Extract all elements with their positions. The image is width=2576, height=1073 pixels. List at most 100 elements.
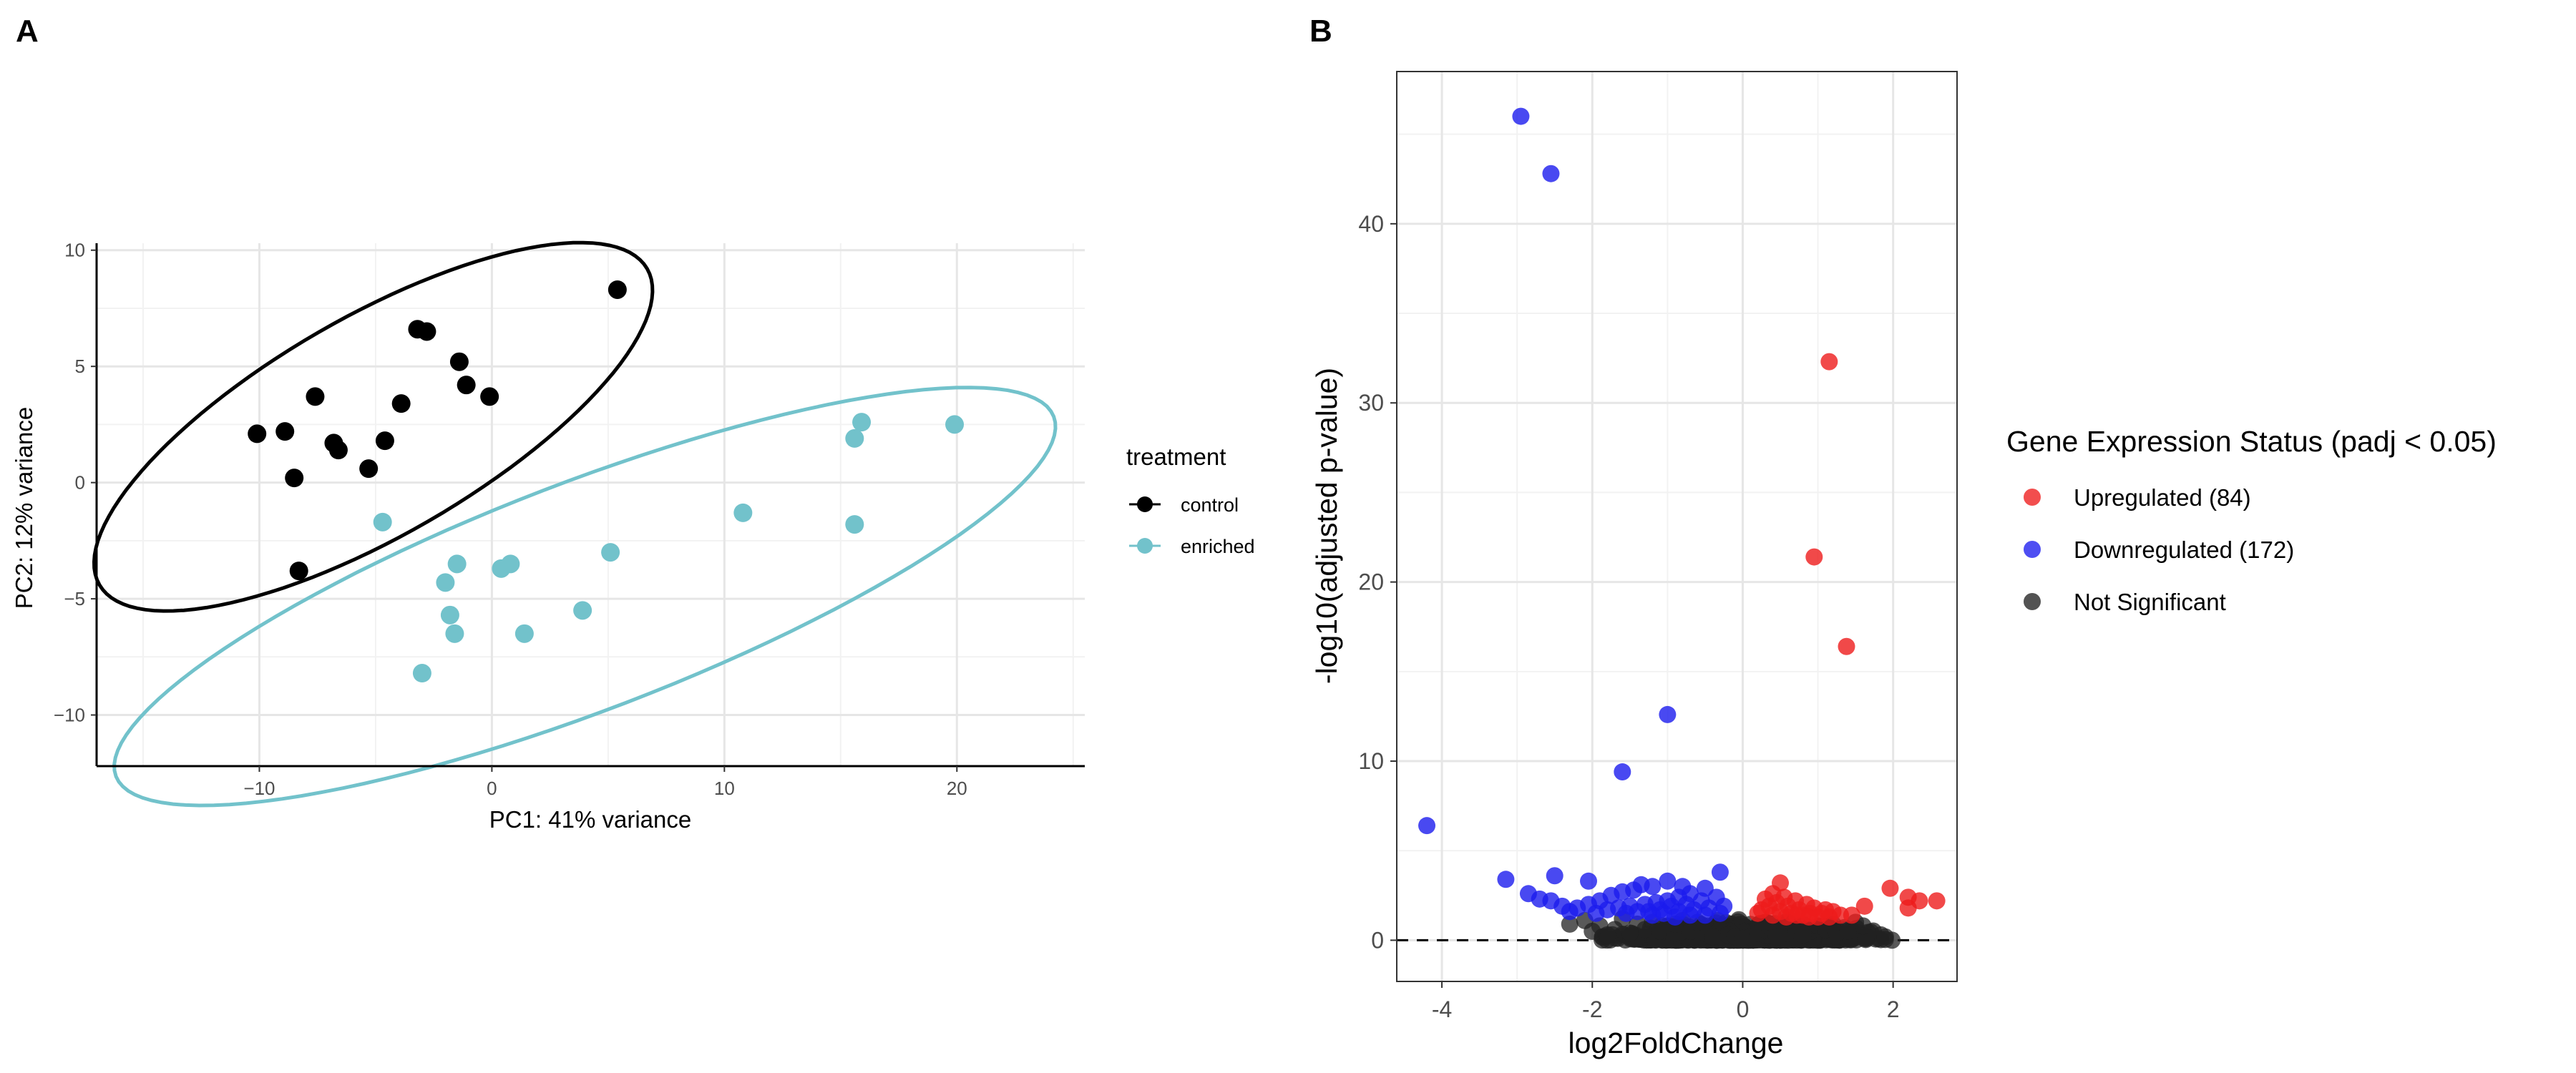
point-enriched [733, 503, 753, 522]
point-upregulated [1838, 637, 1855, 655]
point-not-significant [1636, 921, 1654, 939]
pca-axes [95, 243, 1085, 768]
point-enriched [373, 512, 392, 531]
y-tick-label: −5 [64, 588, 85, 609]
y-tick-label: −10 [54, 705, 85, 726]
point-enriched [601, 543, 620, 562]
legend-key-dot-enriched [1137, 538, 1153, 554]
point-upregulated [1764, 906, 1782, 924]
point-downregulated [1644, 906, 1662, 924]
legend-label-enriched: enriched [1181, 536, 1255, 557]
legend-item-downregulated: Downregulated (172) [2024, 536, 2294, 563]
x-tick-label: -4 [1432, 996, 1452, 1022]
point-downregulated [1666, 908, 1684, 926]
x-tick-label: 2 [1887, 996, 1900, 1022]
legend-key-upregulated [2024, 489, 2041, 506]
point-enriched [412, 664, 431, 683]
y-tick-label: 10 [64, 240, 85, 261]
y-tick-label: 0 [75, 472, 85, 494]
point-downregulated [1659, 705, 1677, 723]
x-tick-label: -2 [1582, 996, 1602, 1022]
point-upregulated [1820, 353, 1838, 371]
point-upregulated [1805, 548, 1823, 566]
y-tick-label: 20 [1358, 569, 1384, 595]
point-downregulated [1561, 903, 1579, 921]
legend-item-not-significant: Not Significant [2024, 589, 2226, 615]
point-not-significant [1876, 931, 1894, 949]
x-tick-label: 10 [714, 778, 735, 799]
pca-y-axis-title: PC2: 12% variance [11, 407, 37, 609]
y-tick-label: 40 [1358, 211, 1384, 237]
x-tick-label: 20 [947, 778, 967, 799]
point-not-significant [1857, 931, 1875, 949]
point-control [328, 441, 348, 460]
point-control [480, 387, 499, 406]
point-downregulated [1632, 876, 1650, 893]
point-downregulated [1617, 904, 1635, 922]
point-upregulated [1855, 897, 1873, 915]
y-tick-label: 0 [1371, 927, 1384, 953]
pca-legend: treatment control enriched [1126, 444, 1255, 557]
pca-tick-labels: −10 0 10 20 −10 −5 0 5 10 [54, 240, 967, 799]
point-downregulated [1512, 107, 1530, 125]
point-downregulated [1614, 763, 1631, 781]
point-downregulated [1711, 863, 1729, 881]
point-control [285, 469, 304, 488]
point-not-significant [1621, 924, 1639, 942]
point-control [375, 431, 394, 451]
pca-points [248, 280, 965, 683]
pca-gridlines [97, 243, 1085, 766]
point-not-significant [1704, 928, 1722, 946]
volcano-x-axis-title: log2FoldChange [1568, 1027, 1784, 1059]
point-upregulated [1843, 906, 1860, 924]
pca-confidence-ellipses [92, 240, 1058, 808]
point-not-significant [1839, 922, 1857, 940]
point-enriched [447, 554, 467, 574]
point-downregulated [1546, 867, 1563, 885]
y-tick-label: 30 [1358, 390, 1384, 416]
y-tick-label: 5 [75, 356, 85, 377]
panel-a-tag: A [16, 14, 39, 49]
point-upregulated [1749, 904, 1767, 922]
point-control [248, 424, 267, 444]
pca-x-axis-title: PC1: 41% variance [489, 806, 691, 833]
point-control [275, 422, 295, 441]
panel-a-pca-plot: A −10 0 10 20 −10 −5 0 5 10 PC1: 41% variance PC… [11, 14, 1255, 833]
legend-item-enriched: enriched [1129, 536, 1255, 557]
volcano-panel-border [1396, 71, 1958, 982]
point-enriched [845, 515, 864, 534]
point-enriched [573, 601, 592, 620]
point-downregulated [1580, 872, 1598, 890]
point-control [391, 394, 411, 413]
volcano-legend-title: Gene Expression Status (padj < 0.05) [2006, 425, 2497, 458]
legend-item-upregulated: Upregulated (84) [2024, 484, 2251, 511]
point-enriched [445, 624, 464, 643]
point-enriched [845, 428, 864, 448]
point-upregulated [1881, 879, 1899, 897]
x-tick-label: −10 [243, 778, 275, 799]
point-control [608, 280, 627, 299]
point-enriched [514, 624, 534, 643]
point-enriched [852, 413, 872, 432]
point-enriched [492, 559, 511, 578]
point-enriched [945, 415, 965, 434]
point-not-significant [1599, 926, 1616, 944]
legend-key-dot-control [1137, 496, 1153, 512]
point-not-significant [1651, 922, 1669, 940]
point-upregulated [1928, 892, 1946, 910]
legend-key-downregulated [2024, 541, 2041, 558]
point-control [449, 352, 469, 371]
volcano-points [1418, 107, 1946, 949]
point-not-significant [1794, 926, 1812, 944]
volcano-legend: Gene Expression Status (padj < 0.05) Upr… [2006, 425, 2497, 615]
point-enriched [436, 573, 455, 592]
point-control [359, 459, 379, 479]
point-control [417, 322, 436, 341]
x-tick-label: 0 [1737, 996, 1750, 1022]
legend-label-upregulated: Upregulated (84) [2074, 484, 2251, 511]
point-control [289, 562, 308, 581]
point-upregulated [1899, 899, 1917, 917]
point-enriched [440, 605, 459, 624]
